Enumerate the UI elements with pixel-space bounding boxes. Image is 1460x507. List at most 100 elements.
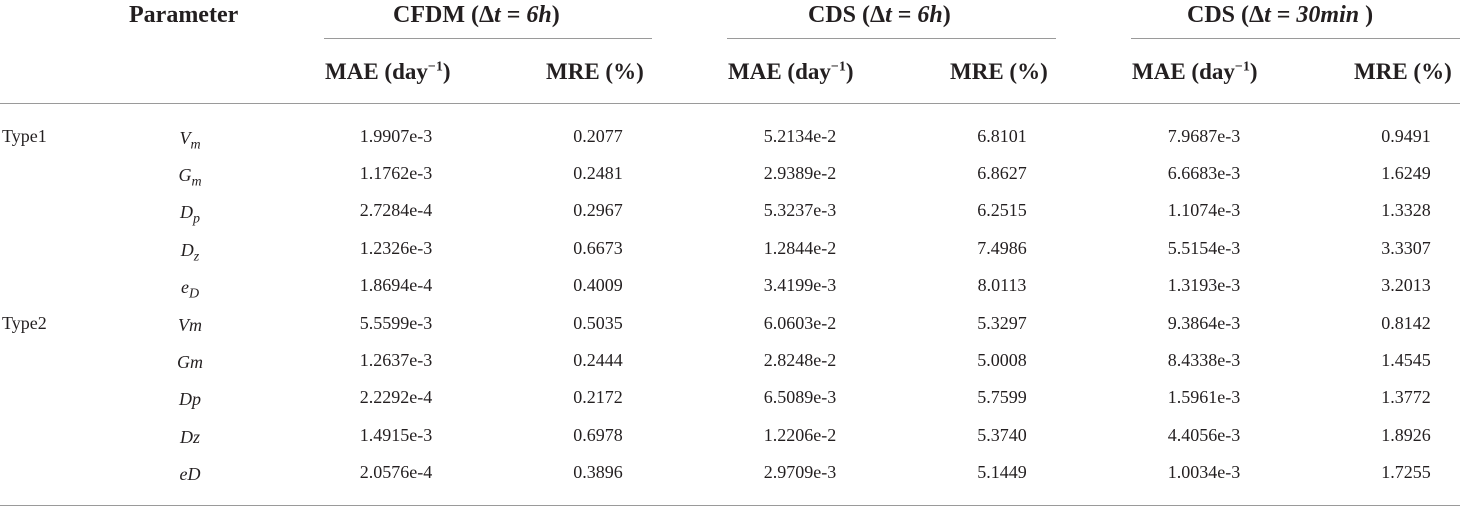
group-rule-cfdm — [324, 38, 652, 39]
mre-value: 6.8627 — [977, 163, 1027, 183]
mre-value: 1.3772 — [1381, 387, 1431, 407]
mre-value: 1.6249 — [1381, 163, 1431, 183]
bottom-rule — [0, 505, 1460, 506]
mre-header: MRE (%) — [1354, 59, 1452, 84]
mae-exponent: −1 — [427, 59, 443, 75]
group-rule-cds-6h — [727, 38, 1056, 39]
mre-header: MRE (%) — [950, 59, 1048, 84]
mae-value: 1.5961e-3 — [1167, 387, 1241, 407]
header-rule — [0, 103, 1460, 104]
mre-value: 8.0113 — [977, 275, 1027, 295]
delta-symbol: Δ — [870, 2, 886, 28]
mae-label: MAE (day — [728, 59, 831, 84]
time-step-value: 30min — [1296, 2, 1360, 28]
mae-exponent: −1 — [830, 59, 846, 75]
mre-value: 0.9491 — [1381, 126, 1431, 146]
mre-value: 0.6673 — [573, 238, 623, 258]
parameter-base: D — [180, 202, 193, 222]
mae-close: ) — [442, 59, 451, 84]
mae-value: 2.0576e-4 — [359, 462, 433, 482]
parameter-symbol: Vm — [160, 316, 220, 334]
mae-value: 2.2292e-4 — [359, 387, 433, 407]
parameter-subscript: D — [188, 286, 200, 302]
mre-value: 1.8926 — [1381, 425, 1431, 445]
mre-value: 0.2481 — [573, 163, 623, 183]
group-header-suffix: ) — [551, 2, 560, 28]
mae-header: MAE (day−1) — [1132, 60, 1258, 83]
mae-value: 2.9709e-3 — [763, 462, 837, 482]
mae-exponent: −1 — [1234, 59, 1250, 75]
mre-value: 0.8142 — [1381, 313, 1431, 333]
group-header-suffix: ) — [1359, 2, 1374, 28]
mae-value: 8.4338e-3 — [1167, 350, 1241, 370]
mae-value: 4.4056e-3 — [1167, 425, 1241, 445]
equals-sign: = — [891, 2, 918, 28]
time-step-value: 6h — [526, 2, 552, 28]
mre-value: 0.2444 — [573, 350, 623, 370]
mae-close: ) — [845, 59, 854, 84]
mre-value: 5.0008 — [977, 350, 1027, 370]
mre-value: 0.2077 — [573, 126, 623, 146]
equals-sign: = — [500, 2, 527, 28]
mre-value: 5.1449 — [977, 462, 1027, 482]
mre-value: 1.7255 — [1381, 462, 1431, 482]
mae-value: 1.2326e-3 — [359, 238, 433, 258]
parameter-base: eD — [179, 464, 201, 484]
parameter-header: Parameter — [129, 2, 239, 28]
mae-label: MAE (day — [325, 59, 428, 84]
type-label: Type2 — [2, 313, 47, 333]
group-header-cfdm: CFDM (Δt = 6h) — [393, 3, 560, 27]
mae-value: 5.5154e-3 — [1167, 238, 1241, 258]
mae-value: 1.9907e-3 — [359, 126, 433, 146]
mre-value: 0.4009 — [573, 275, 623, 295]
delta-symbol: Δ — [1249, 2, 1265, 28]
mae-value: 2.9389e-2 — [763, 163, 837, 183]
mae-value: 6.5089e-3 — [763, 387, 837, 407]
group-header-cds-30min: CDS (Δt = 30min ) — [1187, 3, 1373, 27]
mae-value: 5.5599e-3 — [359, 313, 433, 333]
mae-value: 1.2844e-2 — [763, 238, 837, 258]
t-symbol: t — [1264, 2, 1271, 28]
time-step-value: 6h — [917, 2, 943, 28]
t-symbol: t — [494, 2, 501, 28]
delta-symbol: Δ — [478, 2, 495, 28]
mre-value: 5.3740 — [977, 425, 1027, 445]
mae-value: 1.8694e-4 — [359, 275, 433, 295]
mre-value: 3.3307 — [1381, 238, 1431, 258]
mae-value: 1.1762e-3 — [359, 163, 433, 183]
parameter-base: Dz — [179, 427, 200, 447]
parameter-symbol: Dp — [160, 203, 220, 227]
mre-header: MRE (%) — [546, 59, 644, 84]
mae-value: 5.2134e-2 — [763, 126, 837, 146]
t-symbol: t — [885, 2, 892, 28]
mae-value: 2.7284e-4 — [359, 200, 433, 220]
mre-value: 5.3297 — [977, 313, 1027, 333]
group-header-prefix: CDS ( — [1187, 2, 1250, 28]
mre-value: 0.2172 — [573, 387, 623, 407]
parameter-symbol: eD — [160, 278, 220, 302]
mre-value: 5.7599 — [977, 387, 1027, 407]
parameter-symbol: Dz — [160, 241, 220, 265]
mre-value: 3.2013 — [1381, 275, 1431, 295]
parameter-base: e — [180, 277, 189, 297]
mae-value: 5.3237e-3 — [763, 200, 837, 220]
mae-value: 3.4199e-3 — [763, 275, 837, 295]
mae-value: 7.9687e-3 — [1167, 126, 1241, 146]
parameter-symbol: Gm — [160, 166, 220, 190]
parameter-base: Gm — [177, 352, 203, 372]
mre-value: 0.3896 — [573, 462, 623, 482]
group-rule-cds-30min — [1131, 38, 1460, 39]
mae-header: MAE (day−1) — [325, 60, 451, 83]
parameter-subscript: p — [193, 211, 200, 227]
parameter-base: Vm — [178, 315, 202, 335]
parameter-base: D — [180, 240, 194, 260]
mae-value: 1.1074e-3 — [1167, 200, 1241, 220]
parameter-symbol: Gm — [160, 353, 220, 371]
mae-label: MAE (day — [1132, 59, 1235, 84]
mre-value: 6.8101 — [977, 126, 1027, 146]
mae-value: 6.6683e-3 — [1167, 163, 1241, 183]
mae-value: 1.2637e-3 — [359, 350, 433, 370]
mre-value: 0.2967 — [573, 200, 623, 220]
mre-value: 6.2515 — [977, 200, 1027, 220]
